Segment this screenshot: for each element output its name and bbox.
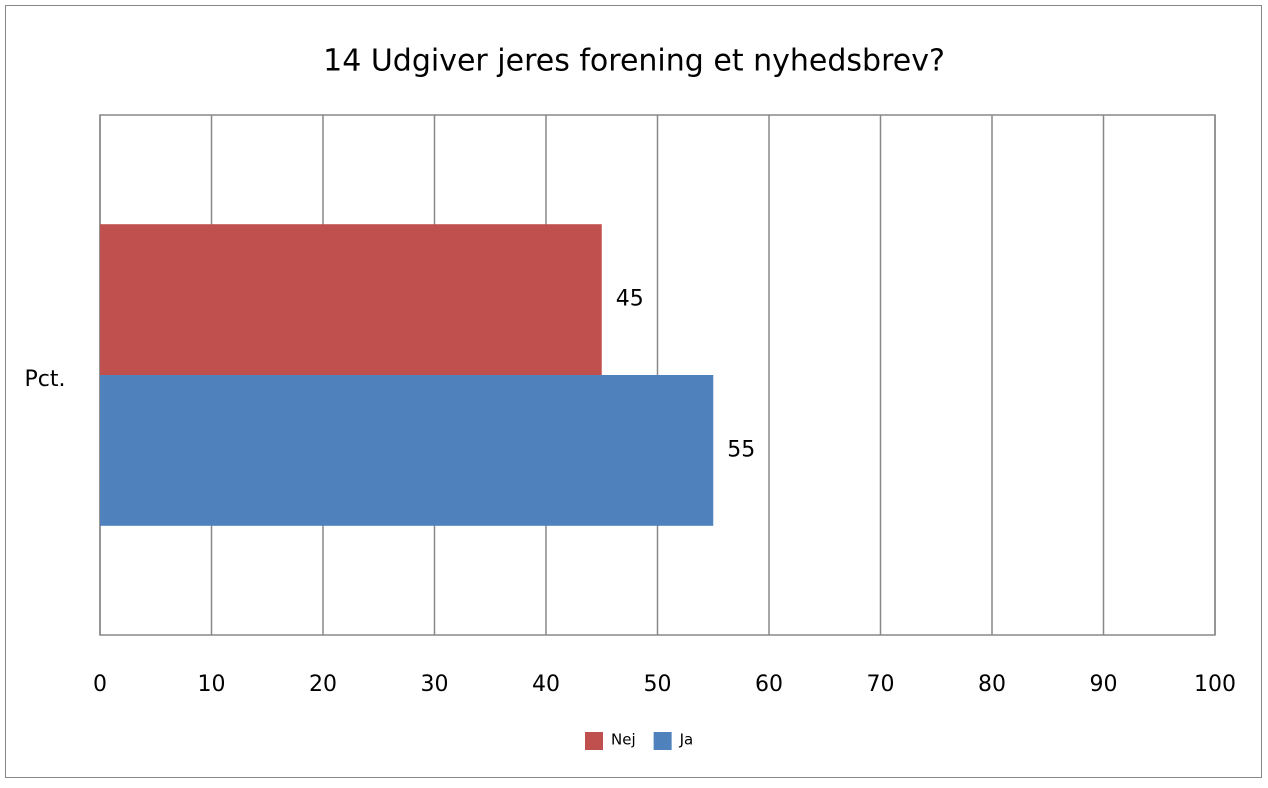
x-tick-label: 70 <box>867 672 895 697</box>
x-tick-label: 50 <box>644 672 672 697</box>
x-tick-label: 100 <box>1194 672 1236 697</box>
x-tick-label: 40 <box>532 672 560 697</box>
x-tick-label: 30 <box>421 672 449 697</box>
x-tick-label: 60 <box>755 672 783 697</box>
legend-label: Ja <box>679 731 694 749</box>
x-tick-label: 90 <box>1090 672 1118 697</box>
legend-swatch <box>653 732 672 750</box>
chart-title: 14 Udgiver jeres forening et nyhedsbrev? <box>323 44 945 79</box>
legend-swatch <box>585 732 603 750</box>
legend-label: Nej <box>611 731 636 749</box>
data-label: 45 <box>616 287 644 312</box>
data-label: 55 <box>727 437 755 462</box>
x-tick-label: 10 <box>198 672 226 697</box>
x-tick-label: 20 <box>309 672 337 697</box>
x-tick-label: 80 <box>978 672 1006 697</box>
bar <box>100 375 714 526</box>
y-tick-label: Pct. <box>25 367 66 392</box>
x-tick-label: 0 <box>93 672 107 697</box>
bar <box>100 224 602 375</box>
